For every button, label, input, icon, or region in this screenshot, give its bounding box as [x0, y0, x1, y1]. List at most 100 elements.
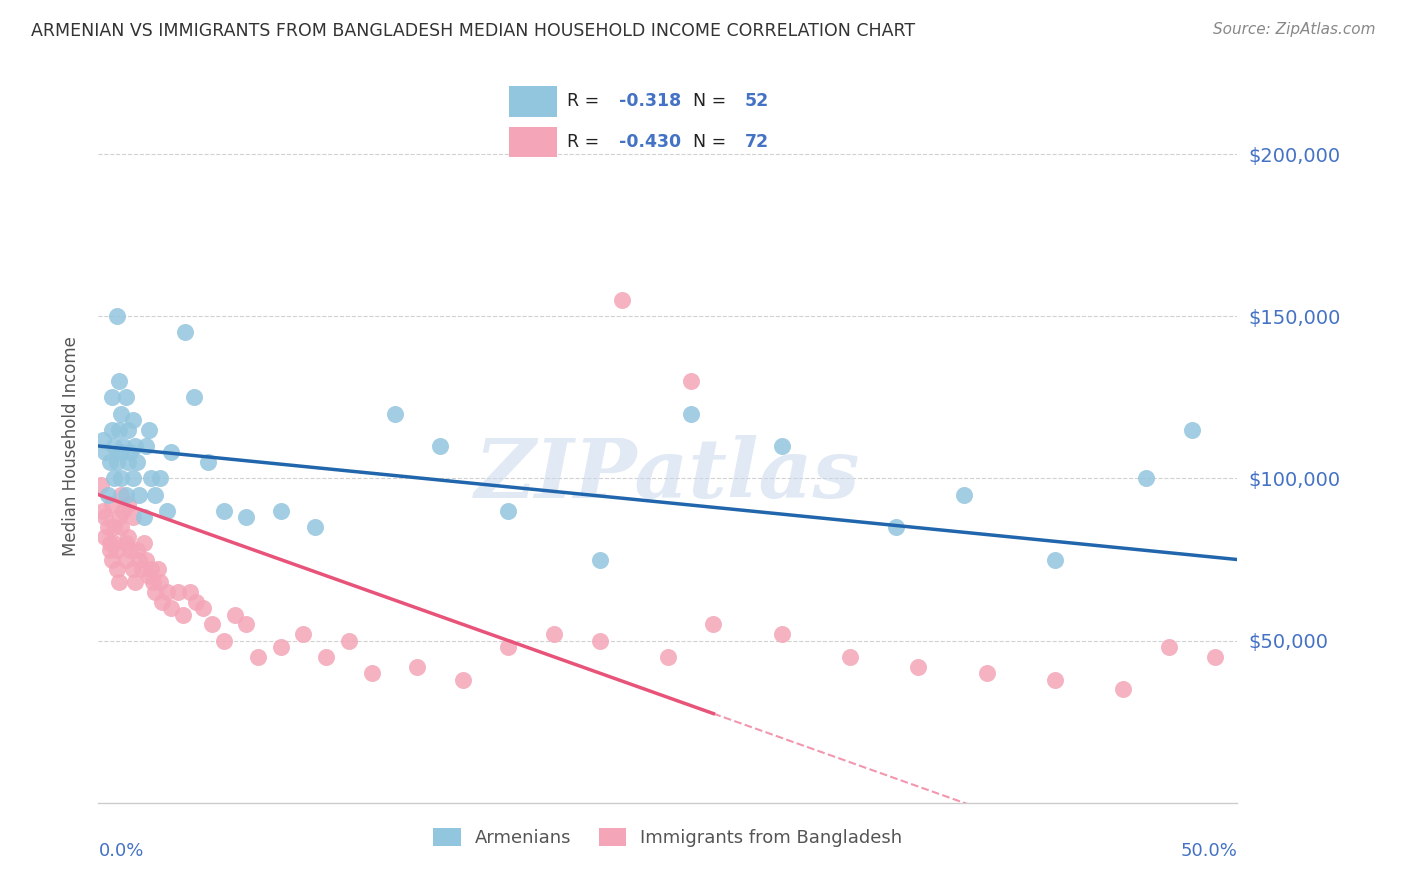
Point	[91, 504, 114, 518]
Point	[98, 542, 121, 557]
Point	[451, 673, 474, 687]
Point	[172, 607, 194, 622]
Point	[612, 293, 634, 307]
Point	[120, 542, 142, 557]
Point	[101, 423, 124, 437]
Point	[121, 471, 143, 485]
Point	[112, 439, 135, 453]
Point	[117, 497, 139, 511]
Point	[183, 390, 205, 404]
Point	[1135, 471, 1157, 485]
Point	[139, 471, 162, 485]
Point	[235, 510, 257, 524]
Point	[884, 520, 907, 534]
Point	[156, 504, 179, 518]
Text: R =: R =	[567, 93, 599, 111]
Text: N =: N =	[693, 133, 727, 151]
Point	[117, 423, 139, 437]
Point	[657, 649, 679, 664]
Point	[108, 423, 131, 437]
Point	[149, 575, 172, 590]
Point	[201, 617, 224, 632]
Point	[138, 568, 160, 582]
Text: -0.430: -0.430	[619, 133, 681, 151]
Point	[953, 488, 976, 502]
Text: 0.0%: 0.0%	[98, 842, 143, 860]
Point	[212, 504, 235, 518]
Point	[98, 536, 121, 550]
Point	[94, 445, 117, 459]
Point	[108, 575, 131, 590]
Point	[142, 575, 165, 590]
Point	[105, 542, 128, 557]
Point	[105, 455, 128, 469]
Point	[976, 666, 998, 681]
Point	[105, 310, 128, 324]
Point	[384, 407, 406, 421]
Text: 52: 52	[745, 93, 769, 111]
Text: ARMENIAN VS IMMIGRANTS FROM BANGLADESH MEDIAN HOUSEHOLD INCOME CORRELATION CHART: ARMENIAN VS IMMIGRANTS FROM BANGLADESH M…	[31, 22, 915, 40]
Point	[1181, 423, 1204, 437]
Point	[1043, 552, 1066, 566]
Point	[128, 552, 150, 566]
Point	[702, 617, 724, 632]
FancyBboxPatch shape	[509, 127, 557, 157]
Point	[124, 575, 146, 590]
Point	[91, 433, 114, 447]
Point	[315, 649, 337, 664]
Point	[110, 445, 132, 459]
Point	[498, 504, 520, 518]
Point	[167, 585, 190, 599]
Point	[112, 504, 135, 518]
Text: ZIPatlas: ZIPatlas	[475, 434, 860, 515]
Point	[131, 562, 153, 576]
Point	[132, 510, 155, 524]
Point	[101, 390, 124, 404]
Point	[103, 520, 125, 534]
Point	[90, 478, 112, 492]
Point	[588, 552, 610, 566]
Point	[292, 627, 315, 641]
Point	[235, 617, 257, 632]
Point	[101, 497, 124, 511]
Point	[94, 530, 117, 544]
Point	[1112, 682, 1135, 697]
Point	[588, 633, 610, 648]
Point	[360, 666, 382, 681]
Point	[110, 520, 132, 534]
Point	[907, 659, 929, 673]
Point	[197, 455, 219, 469]
FancyBboxPatch shape	[509, 87, 557, 117]
Point	[114, 390, 136, 404]
Point	[498, 640, 520, 654]
Point	[304, 520, 326, 534]
Point	[117, 455, 139, 469]
Point	[94, 510, 117, 524]
Point	[103, 439, 125, 453]
Point	[110, 488, 132, 502]
Point	[179, 585, 201, 599]
Point	[839, 649, 862, 664]
Text: 72: 72	[745, 133, 769, 151]
Point	[98, 455, 121, 469]
Point	[138, 423, 160, 437]
Point	[139, 562, 162, 576]
Point	[114, 536, 136, 550]
Point	[186, 595, 208, 609]
Point	[128, 488, 150, 502]
Point	[135, 552, 157, 566]
Point	[146, 562, 169, 576]
Point	[96, 488, 118, 502]
Text: -0.318: -0.318	[619, 93, 681, 111]
Point	[103, 471, 125, 485]
Text: Source: ZipAtlas.com: Source: ZipAtlas.com	[1212, 22, 1375, 37]
Point	[135, 439, 157, 453]
Point	[212, 633, 235, 648]
Point	[121, 510, 143, 524]
Point	[108, 510, 131, 524]
Point	[117, 530, 139, 544]
Point	[127, 455, 149, 469]
Point	[543, 627, 565, 641]
Point	[132, 536, 155, 550]
Point	[110, 471, 132, 485]
